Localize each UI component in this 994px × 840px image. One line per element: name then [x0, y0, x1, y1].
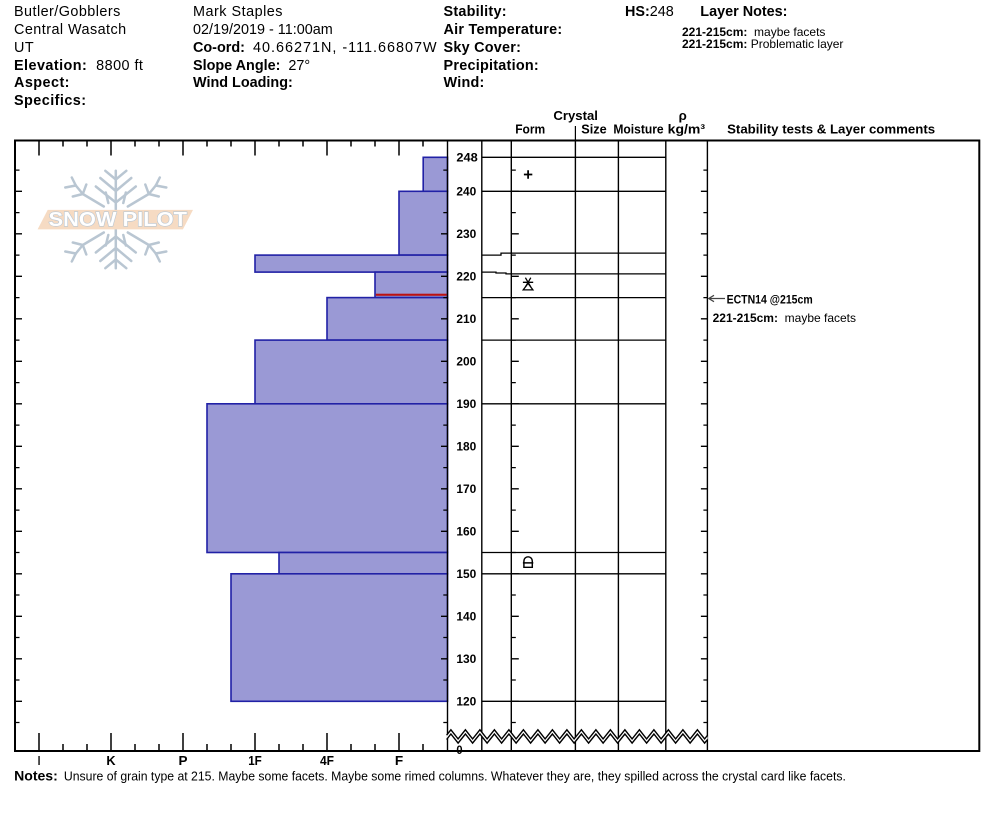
- svg-text:150: 150: [456, 567, 476, 581]
- svg-text:4F: 4F: [320, 753, 334, 768]
- svg-text:1F: 1F: [248, 753, 262, 768]
- svg-text:K: K: [106, 753, 116, 768]
- svg-text:Notes:: Notes:: [14, 768, 58, 784]
- svg-text:kg/m³: kg/m³: [668, 122, 706, 137]
- svg-text:Moisture: Moisture: [613, 122, 663, 137]
- svg-text:Form: Form: [515, 122, 545, 137]
- svg-text:Unsure of grain type at 215. M: Unsure of grain type at 215. Maybe some …: [64, 770, 846, 784]
- svg-text:180: 180: [456, 440, 476, 454]
- svg-text:210: 210: [456, 312, 476, 326]
- svg-text:220: 220: [456, 270, 476, 284]
- svg-text:160: 160: [456, 525, 476, 539]
- svg-text:190: 190: [456, 397, 476, 411]
- svg-text:I: I: [38, 753, 41, 768]
- svg-text:P: P: [179, 753, 188, 768]
- svg-text:120: 120: [456, 695, 476, 709]
- svg-text:130: 130: [456, 652, 476, 666]
- svg-text:221-215cm: maybe facets: 221-215cm: maybe facets: [713, 311, 856, 325]
- svg-text:F: F: [395, 753, 403, 768]
- svg-text:Stability tests & Layer commen: Stability tests & Layer comments: [727, 122, 935, 137]
- svg-text:248: 248: [456, 151, 478, 165]
- svg-text:170: 170: [456, 482, 476, 496]
- svg-text:200: 200: [456, 355, 476, 369]
- svg-text:Size: Size: [581, 122, 606, 137]
- svg-text:140: 140: [456, 610, 476, 624]
- svg-text:ECTN14 @215cm: ECTN14 @215cm: [727, 293, 813, 307]
- svg-text:Crystal: Crystal: [553, 108, 598, 123]
- svg-text:SNOW PILOT: SNOW PILOT: [49, 209, 188, 231]
- svg-text:240: 240: [456, 185, 476, 199]
- svg-text:ρ: ρ: [679, 108, 687, 123]
- svg-text:0: 0: [456, 745, 462, 757]
- svg-text:230: 230: [456, 227, 476, 241]
